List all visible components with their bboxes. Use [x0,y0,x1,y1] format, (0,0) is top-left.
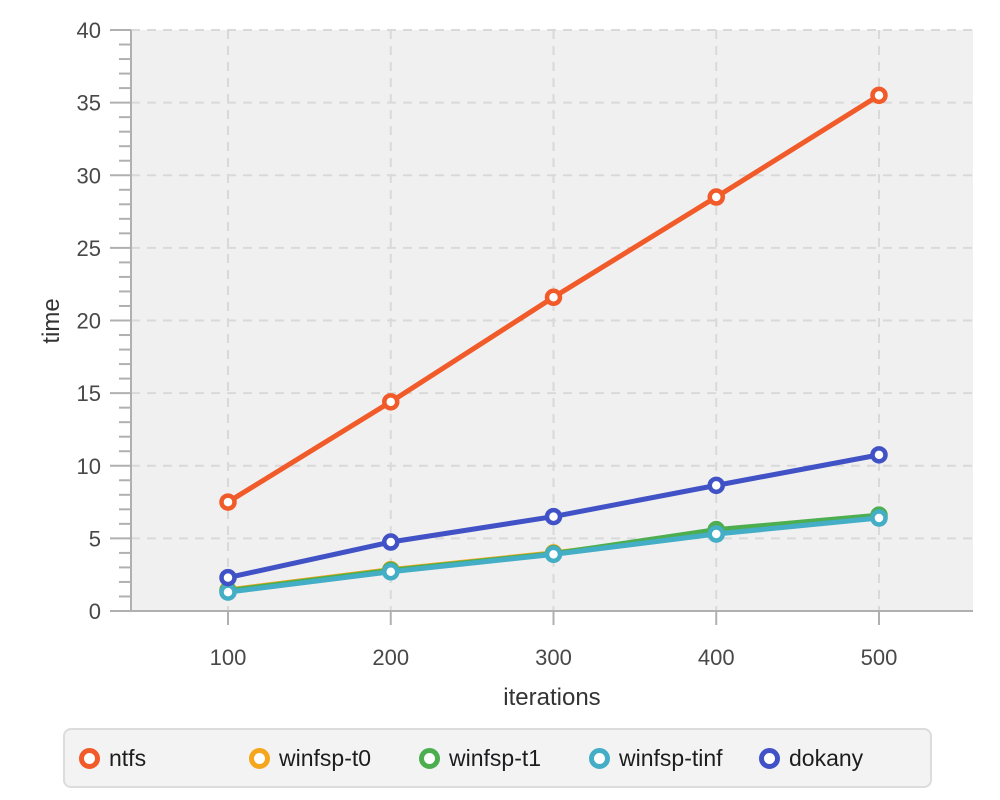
x-tick-label: 500 [861,645,898,670]
legend-item-dokany[interactable]: dokany [759,746,863,770]
y-axis-title: time [38,298,65,344]
legend-item-winfsp-t1[interactable]: winfsp-t1 [419,746,589,770]
x-tick-label: 100 [210,645,247,670]
x-axis-title: iterations [503,684,601,711]
y-tick-label: 35 [77,91,101,116]
legend-label: winfsp-t0 [279,745,372,771]
legend: ntfs winfsp-t0 winfsp-t1 winfsp-tinf dokany [63,728,932,788]
data-point-ntfs [382,393,400,411]
data-point-ntfs [544,288,563,307]
data-point-dokany [870,446,888,464]
legend-label: dokany [789,745,864,771]
legend-label: winfsp-tinf [619,745,723,771]
y-tick-label: 20 [77,309,101,334]
data-point-winfsp-tinf [544,545,563,564]
data-point-dokany [707,476,725,495]
y-tick-label: 5 [89,526,101,551]
data-point-winfsp-tinf [382,563,400,581]
data-point-winfsp-tinf [219,583,237,601]
data-point-winfsp-tinf [870,509,888,527]
y-tick-label: 10 [77,454,101,479]
data-point-dokany [219,568,237,587]
y-tick-label: 25 [77,236,101,261]
legend-marker-winfsp-t0-icon [249,747,270,769]
data-point-ntfs [870,86,888,105]
legend-label: winfsp-t1 [449,745,542,771]
legend-label: ntfs [109,745,147,771]
data-point-winfsp-tinf [707,525,725,543]
data-point-ntfs [707,188,725,206]
x-tick-label: 400 [698,645,735,670]
plot-svg: 0 5 10 15 20 25 30 35 40 100 200 300 400 500 [77,18,973,670]
legend-marker-dokany-icon [759,747,780,769]
data-point-dokany [382,533,400,551]
data-point-ntfs [219,493,237,511]
x-tick-label: 200 [372,645,409,670]
legend-item-winfsp-t0[interactable]: winfsp-t0 [249,746,419,770]
legend-marker-winfsp-t1-icon [419,747,440,769]
y-tick-label: 15 [77,381,101,406]
legend-item-ntfs[interactable]: ntfs [79,746,249,770]
legend-item-winfsp-tinf[interactable]: winfsp-tinf [589,746,759,770]
data-point-dokany [544,507,563,526]
legend-marker-ntfs-icon [79,747,100,769]
y-tick-label: 40 [77,18,101,43]
legend-marker-winfsp-tinf-icon [589,747,610,769]
x-tick-label: 300 [535,645,572,670]
y-tick-label: 30 [77,163,101,188]
y-tick-label: 0 [89,599,101,624]
